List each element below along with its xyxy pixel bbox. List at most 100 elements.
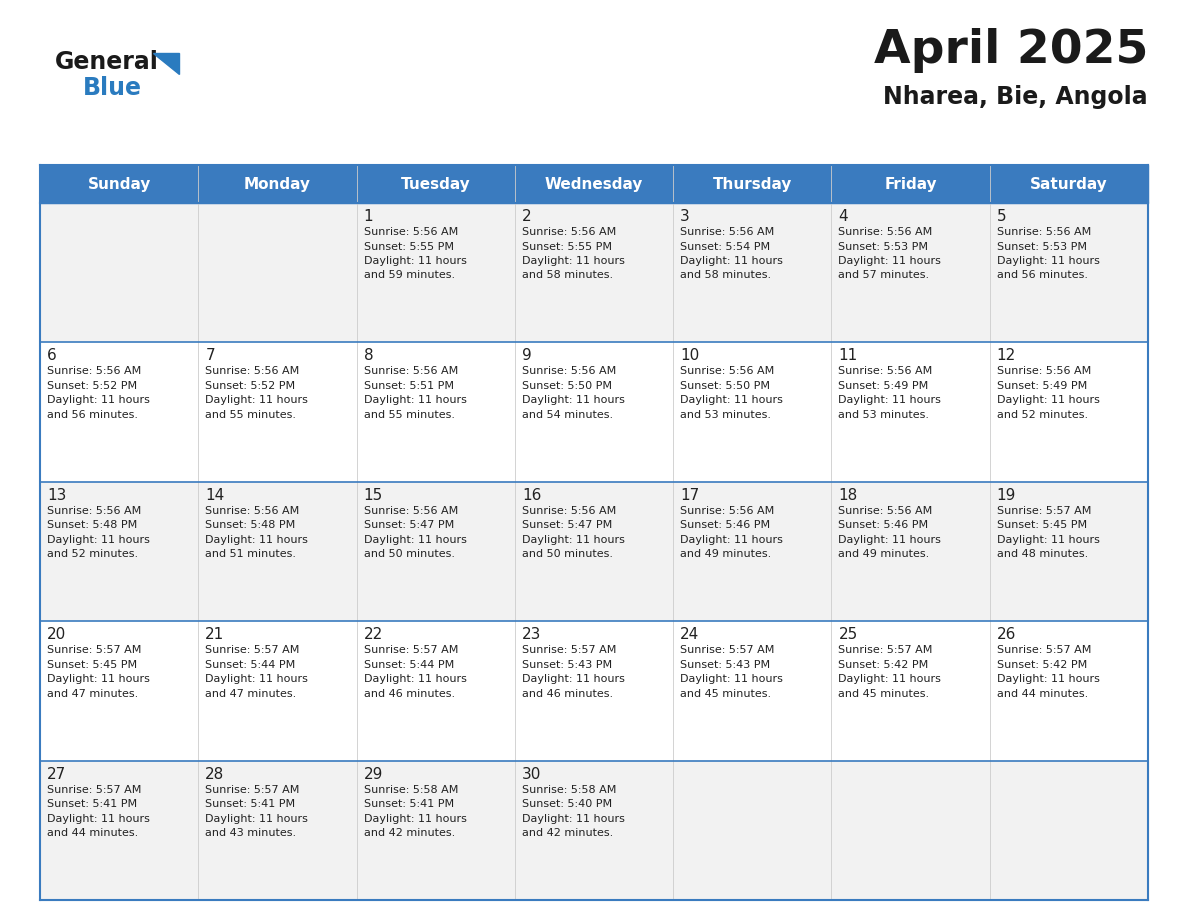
Text: Sunrise: 5:57 AM: Sunrise: 5:57 AM	[48, 645, 141, 655]
Text: Sunset: 5:51 PM: Sunset: 5:51 PM	[364, 381, 454, 391]
Text: Daylight: 11 hours: Daylight: 11 hours	[522, 396, 625, 406]
Text: 26: 26	[997, 627, 1016, 643]
Text: and 44 minutes.: and 44 minutes.	[997, 688, 1088, 699]
Text: Sunrise: 5:56 AM: Sunrise: 5:56 AM	[997, 227, 1091, 237]
Text: Sunset: 5:44 PM: Sunset: 5:44 PM	[206, 660, 296, 670]
Text: Sunrise: 5:57 AM: Sunrise: 5:57 AM	[681, 645, 775, 655]
Text: and 50 minutes.: and 50 minutes.	[522, 549, 613, 559]
Text: Sunset: 5:49 PM: Sunset: 5:49 PM	[839, 381, 929, 391]
Text: 30: 30	[522, 767, 542, 781]
Text: 28: 28	[206, 767, 225, 781]
Text: Sunrise: 5:56 AM: Sunrise: 5:56 AM	[364, 366, 457, 376]
Text: Sunset: 5:46 PM: Sunset: 5:46 PM	[681, 521, 770, 531]
Text: 23: 23	[522, 627, 542, 643]
Text: 29: 29	[364, 767, 383, 781]
Text: and 56 minutes.: and 56 minutes.	[997, 271, 1088, 281]
Text: Sunset: 5:42 PM: Sunset: 5:42 PM	[997, 660, 1087, 670]
Text: Sunrise: 5:57 AM: Sunrise: 5:57 AM	[206, 645, 299, 655]
Text: 13: 13	[48, 487, 67, 503]
Text: Blue: Blue	[83, 76, 143, 100]
Text: and 46 minutes.: and 46 minutes.	[522, 688, 613, 699]
Text: Daylight: 11 hours: Daylight: 11 hours	[839, 535, 941, 544]
Text: Sunday: Sunday	[88, 176, 151, 192]
Text: Daylight: 11 hours: Daylight: 11 hours	[364, 256, 467, 266]
Text: Sunset: 5:47 PM: Sunset: 5:47 PM	[364, 521, 454, 531]
Text: and 56 minutes.: and 56 minutes.	[48, 410, 138, 420]
Text: Sunrise: 5:57 AM: Sunrise: 5:57 AM	[997, 506, 1091, 516]
Text: 22: 22	[364, 627, 383, 643]
Text: Sunset: 5:50 PM: Sunset: 5:50 PM	[681, 381, 770, 391]
Text: Sunrise: 5:58 AM: Sunrise: 5:58 AM	[522, 785, 617, 795]
Text: Sunset: 5:53 PM: Sunset: 5:53 PM	[997, 241, 1087, 252]
Text: Sunset: 5:43 PM: Sunset: 5:43 PM	[522, 660, 612, 670]
Text: and 52 minutes.: and 52 minutes.	[997, 410, 1088, 420]
Text: Sunset: 5:49 PM: Sunset: 5:49 PM	[997, 381, 1087, 391]
Text: Daylight: 11 hours: Daylight: 11 hours	[522, 813, 625, 823]
Bar	[40, 342, 1148, 482]
Text: Daylight: 11 hours: Daylight: 11 hours	[206, 813, 308, 823]
Text: and 43 minutes.: and 43 minutes.	[206, 828, 297, 838]
Text: Daylight: 11 hours: Daylight: 11 hours	[206, 674, 308, 684]
Text: Friday: Friday	[884, 176, 937, 192]
Text: Sunset: 5:55 PM: Sunset: 5:55 PM	[364, 241, 454, 252]
Text: and 49 minutes.: and 49 minutes.	[839, 549, 930, 559]
Text: Sunset: 5:41 PM: Sunset: 5:41 PM	[364, 799, 454, 809]
Text: Sunset: 5:48 PM: Sunset: 5:48 PM	[48, 521, 138, 531]
Text: Daylight: 11 hours: Daylight: 11 hours	[839, 256, 941, 266]
Text: 10: 10	[681, 349, 700, 364]
Text: and 45 minutes.: and 45 minutes.	[681, 688, 771, 699]
Text: Sunset: 5:47 PM: Sunset: 5:47 PM	[522, 521, 612, 531]
Text: and 58 minutes.: and 58 minutes.	[522, 271, 613, 281]
Text: Nharea, Bie, Angola: Nharea, Bie, Angola	[884, 85, 1148, 109]
Text: Sunrise: 5:58 AM: Sunrise: 5:58 AM	[364, 785, 457, 795]
Text: Sunrise: 5:56 AM: Sunrise: 5:56 AM	[364, 506, 457, 516]
Text: Sunrise: 5:56 AM: Sunrise: 5:56 AM	[681, 227, 775, 237]
Text: and 42 minutes.: and 42 minutes.	[522, 828, 613, 838]
Text: Daylight: 11 hours: Daylight: 11 hours	[997, 256, 1100, 266]
Text: Sunset: 5:48 PM: Sunset: 5:48 PM	[206, 521, 296, 531]
Text: Daylight: 11 hours: Daylight: 11 hours	[48, 813, 150, 823]
Text: and 57 minutes.: and 57 minutes.	[839, 271, 929, 281]
Text: Sunrise: 5:56 AM: Sunrise: 5:56 AM	[522, 506, 617, 516]
Text: Daylight: 11 hours: Daylight: 11 hours	[364, 535, 467, 544]
Text: 17: 17	[681, 487, 700, 503]
Text: 21: 21	[206, 627, 225, 643]
Text: Daylight: 11 hours: Daylight: 11 hours	[522, 256, 625, 266]
Text: Daylight: 11 hours: Daylight: 11 hours	[206, 535, 308, 544]
Text: 11: 11	[839, 349, 858, 364]
Text: 15: 15	[364, 487, 383, 503]
Bar	[40, 165, 1148, 203]
Text: Sunset: 5:46 PM: Sunset: 5:46 PM	[839, 521, 929, 531]
Text: Daylight: 11 hours: Daylight: 11 hours	[997, 535, 1100, 544]
Text: 18: 18	[839, 487, 858, 503]
Text: Sunset: 5:52 PM: Sunset: 5:52 PM	[206, 381, 296, 391]
Text: Sunrise: 5:57 AM: Sunrise: 5:57 AM	[522, 645, 617, 655]
Text: and 42 minutes.: and 42 minutes.	[364, 828, 455, 838]
Text: Sunset: 5:40 PM: Sunset: 5:40 PM	[522, 799, 612, 809]
Text: and 48 minutes.: and 48 minutes.	[997, 549, 1088, 559]
Text: Sunrise: 5:57 AM: Sunrise: 5:57 AM	[839, 645, 933, 655]
Text: Sunrise: 5:56 AM: Sunrise: 5:56 AM	[839, 506, 933, 516]
Text: Sunset: 5:54 PM: Sunset: 5:54 PM	[681, 241, 770, 252]
Text: Sunset: 5:45 PM: Sunset: 5:45 PM	[48, 660, 137, 670]
Text: 9: 9	[522, 349, 531, 364]
Text: Daylight: 11 hours: Daylight: 11 hours	[997, 674, 1100, 684]
Text: Daylight: 11 hours: Daylight: 11 hours	[364, 813, 467, 823]
Text: 16: 16	[522, 487, 542, 503]
Text: Sunrise: 5:56 AM: Sunrise: 5:56 AM	[48, 506, 141, 516]
Text: Daylight: 11 hours: Daylight: 11 hours	[206, 396, 308, 406]
Text: and 52 minutes.: and 52 minutes.	[48, 549, 138, 559]
Text: 20: 20	[48, 627, 67, 643]
Text: Daylight: 11 hours: Daylight: 11 hours	[48, 535, 150, 544]
Text: Sunset: 5:41 PM: Sunset: 5:41 PM	[48, 799, 137, 809]
Text: Daylight: 11 hours: Daylight: 11 hours	[48, 674, 150, 684]
Text: Sunrise: 5:57 AM: Sunrise: 5:57 AM	[997, 645, 1091, 655]
Text: Sunrise: 5:56 AM: Sunrise: 5:56 AM	[839, 366, 933, 376]
Text: and 59 minutes.: and 59 minutes.	[364, 271, 455, 281]
Text: 8: 8	[364, 349, 373, 364]
Text: Sunrise: 5:56 AM: Sunrise: 5:56 AM	[206, 366, 299, 376]
Text: Sunset: 5:41 PM: Sunset: 5:41 PM	[206, 799, 296, 809]
Text: 2: 2	[522, 209, 531, 224]
Text: and 51 minutes.: and 51 minutes.	[206, 549, 296, 559]
Text: Daylight: 11 hours: Daylight: 11 hours	[839, 674, 941, 684]
